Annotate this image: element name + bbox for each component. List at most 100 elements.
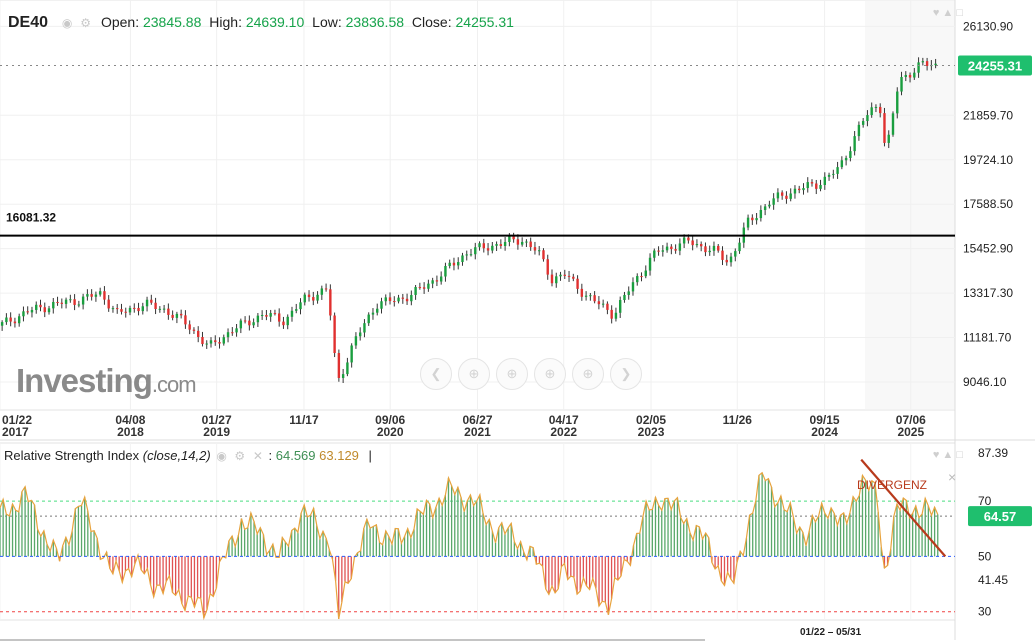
price-tick-label: 11181.70 (963, 331, 1012, 345)
candle-body (0, 322, 4, 326)
candle-body (708, 250, 711, 253)
candle-body (188, 324, 191, 330)
candle-body (427, 283, 430, 289)
gear-icon[interactable]: ⚙ (234, 449, 246, 463)
zoom-fit-icon[interactable]: ⊕ (572, 358, 604, 390)
candle-body (917, 62, 920, 73)
candle-body (695, 244, 699, 246)
candle-body (734, 251, 737, 257)
eye-icon[interactable]: ◉ (216, 449, 227, 463)
eye-icon[interactable]: ◉ (61, 16, 73, 30)
candle-body (503, 241, 507, 246)
divergence-line (860, 458, 947, 558)
candle-body (197, 330, 200, 337)
candle-body (819, 184, 822, 189)
candle-body (439, 276, 443, 282)
candle-body (324, 288, 328, 290)
candle-body (320, 288, 324, 295)
time-tick-label: 09/06 (375, 413, 405, 427)
rsi-tick-label: 87.39 (978, 446, 1008, 460)
candle-body (780, 192, 784, 196)
candle-body (145, 299, 149, 307)
candle-body (103, 291, 106, 300)
candle-body (358, 332, 362, 337)
price-tick-label: 17588.50 (963, 197, 1013, 211)
candle-body (107, 299, 110, 309)
gear-icon[interactable]: ⚙ (80, 16, 92, 30)
candle-body (572, 276, 575, 279)
candle-body (755, 218, 758, 221)
candle-body (614, 312, 618, 319)
rsi-params: (close,14,2) (142, 448, 211, 463)
time-tick-year: 2025 (897, 425, 924, 439)
time-tick-year: 2018 (117, 425, 144, 439)
candle-body (584, 295, 588, 297)
candle-body (431, 280, 434, 284)
candle-body (214, 340, 217, 343)
candle-body (98, 291, 102, 295)
candle-body (853, 136, 856, 152)
candle-body (239, 320, 243, 329)
candle-body (763, 206, 767, 211)
candle-body (793, 188, 797, 194)
candle-body (299, 302, 302, 310)
candle-body (218, 342, 221, 344)
scroll-left-icon[interactable]: ❮ (420, 358, 452, 390)
candle-body (418, 287, 422, 289)
candle-body (371, 312, 375, 315)
time-tick-year: 2024 (811, 425, 838, 439)
rsi-tick-label: 41.45 (978, 573, 1008, 587)
candle-body (86, 294, 89, 297)
candle-body (175, 313, 179, 318)
candle-body (887, 134, 890, 143)
candle-body (248, 320, 251, 326)
candle-body (388, 297, 392, 302)
rsi-value-2: 63.129 (319, 448, 359, 463)
price-tick-label: 19724.10 (963, 153, 1013, 167)
time-tick-year: 2019 (203, 425, 230, 439)
candle-body (81, 296, 85, 305)
rsi-name: Relative Strength Index (4, 448, 140, 463)
zoom-out-icon[interactable]: ⊕ (458, 358, 490, 390)
high-label: High: (209, 14, 242, 30)
candle-body (725, 259, 728, 263)
candle-body (380, 301, 383, 309)
zoom-reset-icon[interactable]: ⊕ (496, 358, 528, 390)
candle-body (17, 316, 21, 324)
candle-body (410, 294, 413, 302)
close-icon[interactable]: ✕ (252, 449, 263, 463)
candle-body (290, 310, 294, 317)
candle-body (550, 274, 554, 284)
candle-body (699, 244, 703, 247)
candle-body (542, 250, 545, 260)
candle-body (435, 280, 439, 282)
candle-body (162, 308, 166, 310)
candle-body (546, 259, 549, 275)
candle-body (307, 294, 311, 298)
zoom-in-icon[interactable]: ⊕ (534, 358, 566, 390)
scroll-right-icon[interactable]: ❯ (610, 358, 642, 390)
candle-body (776, 192, 780, 199)
candle-body (77, 304, 81, 306)
candle-body (22, 311, 25, 317)
candle-body (452, 262, 456, 266)
candle-body (265, 314, 268, 317)
candle-body (576, 278, 579, 289)
candle-body (235, 328, 238, 333)
candle-body (201, 336, 204, 345)
pane-controls-rsi[interactable]: ♥ ▲ □ (932, 449, 963, 461)
candle-body (921, 61, 925, 63)
candle-body (836, 167, 839, 174)
pane-controls-price[interactable]: ♥ ▲ □ (932, 7, 963, 19)
candle-body (520, 241, 524, 245)
candle-body (269, 313, 272, 317)
future-shade (865, 0, 955, 410)
candle-body (900, 77, 903, 92)
candle-body (759, 210, 763, 219)
candle-body (469, 254, 473, 256)
rsi-tick-label: 30 (978, 605, 992, 619)
candle-body (593, 295, 596, 302)
time-tick-year: 2017 (2, 425, 29, 439)
candle-body (316, 294, 319, 301)
